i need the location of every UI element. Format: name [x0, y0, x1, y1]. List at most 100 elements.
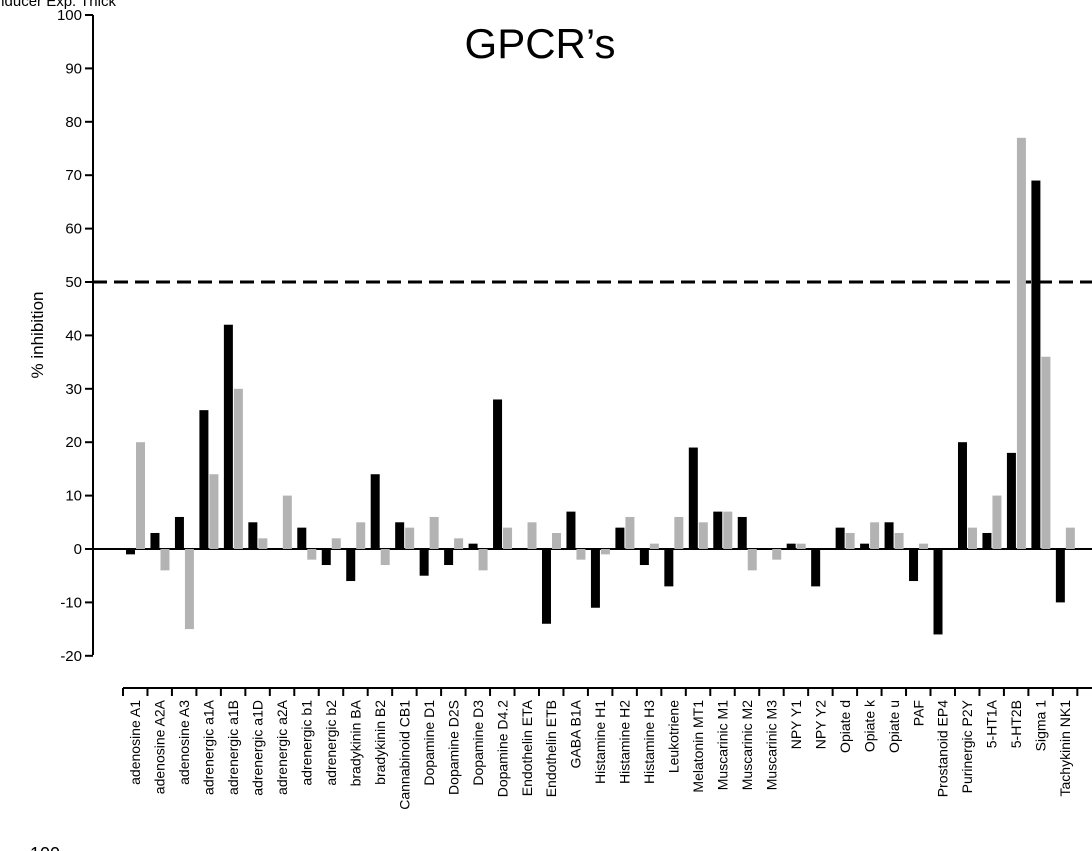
y-axis-label: % inhibition [28, 292, 47, 379]
x-tick-label: adrenergic a1A [201, 699, 217, 795]
bar-series-2 [209, 474, 219, 549]
bar-series-1 [493, 399, 503, 549]
bar-series-2 [919, 543, 929, 549]
bar-series-1 [933, 549, 943, 635]
bar-series-1 [150, 532, 160, 549]
x-tick-label: Muscarinic M3 [763, 700, 779, 790]
x-tick-label: Opiate k [861, 699, 877, 752]
bar-series-2 [625, 516, 635, 549]
bar-series-2 [527, 522, 537, 549]
y-tick-label: 0 [74, 541, 82, 558]
bar-series-1 [1031, 180, 1041, 550]
x-tick-label: Muscarinic M1 [715, 700, 731, 790]
x-tick-label: Opiate d [837, 700, 853, 753]
bar-series-2 [723, 511, 733, 549]
x-tick-label: Histamine H3 [641, 700, 657, 784]
x-tick-label: Endothelin ETA [519, 699, 535, 796]
bar-series-2 [282, 495, 292, 549]
x-tick-label: NPY Y1 [788, 700, 804, 750]
bar-series-2 [233, 388, 243, 549]
bar-series-2 [184, 549, 194, 630]
bar-series-1 [786, 543, 796, 549]
x-tick-label: adrenergic a1D [250, 700, 266, 796]
bar-series-2 [992, 495, 1002, 549]
x-tick-label: 5-HT1A [984, 699, 1000, 748]
bar-series-2 [796, 543, 806, 549]
x-tick-label: Dopamine D4.2 [494, 700, 510, 797]
bar-series-2 [160, 549, 170, 571]
bar-series-2 [894, 532, 904, 549]
bars [126, 137, 1075, 635]
bar-series-2 [380, 549, 390, 566]
x-tick-label: Leukotriene [666, 700, 682, 773]
y-tick-label: 70 [65, 167, 82, 184]
bar-series-1 [444, 549, 454, 566]
x-axis-ticks: adenosine A1 adenosine A2A adenosine A3 adr… [122, 688, 1079, 810]
x-tick-label: adenosine A1 [127, 700, 143, 785]
y-tick-label: 10 [65, 488, 82, 505]
bar-series-1 [1006, 452, 1016, 549]
bar-series-1 [126, 549, 135, 555]
bar-series-1 [737, 516, 747, 549]
x-tick-label: Sigma 1 [1033, 700, 1049, 752]
x-tick-label: Prostanoid EP4 [935, 700, 951, 797]
bar-series-2 [551, 532, 561, 549]
y-axis-ticks: -20 -10 0 10 20 30 40 50 60 70 80 90 100 [57, 7, 93, 665]
bar-series-2 [772, 549, 782, 560]
bar-series-2 [1065, 527, 1075, 549]
x-tick-label: 5-HT2B [1008, 700, 1024, 748]
bottom-left-note: 100 [30, 844, 60, 851]
bar-series-1 [248, 522, 258, 549]
bar-series-2 [258, 538, 268, 549]
y-tick-label: 80 [65, 114, 82, 131]
bar-series-2 [1016, 137, 1026, 549]
bar-series-1 [811, 549, 821, 587]
bar-series-2 [331, 538, 341, 549]
x-tick-label: Histamine H2 [617, 700, 633, 784]
bar-series-1 [982, 532, 992, 549]
x-tick-label: adrenergic a1B [225, 700, 241, 795]
bar-series-1 [909, 549, 919, 582]
bar-series-2 [870, 522, 880, 549]
bar-series-2 [576, 549, 586, 560]
bar-series-1 [590, 549, 600, 608]
bar-series-2 [845, 532, 855, 549]
bar-series-1 [688, 447, 698, 549]
x-tick-label: Tachykinin NK1 [1057, 700, 1073, 797]
bar-series-1 [884, 522, 894, 549]
x-tick-label: NPY Y2 [812, 700, 828, 750]
bar-series-2 [600, 549, 610, 555]
x-tick-label: Cannabinoid CB1 [396, 700, 412, 810]
x-tick-label: adrenergic a2A [274, 699, 290, 795]
bar-series-2 [356, 522, 366, 549]
bar-series-1 [223, 324, 233, 549]
x-tick-label: adenosine A2A [152, 699, 168, 794]
bar-series-2 [478, 549, 488, 571]
y-tick-label: 20 [65, 434, 82, 451]
bar-series-2 [429, 516, 439, 549]
bar-series-2 [747, 549, 757, 571]
bar-series-1 [199, 410, 209, 549]
y-tick-label: -20 [60, 648, 82, 665]
x-tick-label: bradykinin BA [347, 699, 363, 786]
x-tick-label: Opiate u [886, 700, 902, 753]
bar-series-1 [541, 549, 551, 624]
x-tick-label: Muscarinic M2 [739, 700, 755, 790]
x-tick-label: adenosine A3 [176, 700, 192, 785]
bar-series-2 [698, 522, 708, 549]
y-tick-label: 40 [65, 327, 82, 344]
bar-series-1 [419, 549, 429, 576]
x-tick-label: PAF [910, 700, 926, 726]
chart-title: GPCR’s [465, 20, 616, 67]
bar-series-1 [395, 522, 405, 549]
bar-series-1 [321, 549, 331, 566]
bar-series-1 [468, 543, 478, 549]
bar-series-1 [370, 474, 380, 549]
x-tick-label: Purinergic P2Y [959, 699, 975, 793]
x-tick-label: Endothelin ETB [543, 700, 559, 797]
bar-series-2 [307, 549, 317, 560]
bar-series-1 [957, 442, 967, 549]
bar-series-1 [713, 511, 723, 549]
y-tick-label: 50 [65, 274, 82, 291]
